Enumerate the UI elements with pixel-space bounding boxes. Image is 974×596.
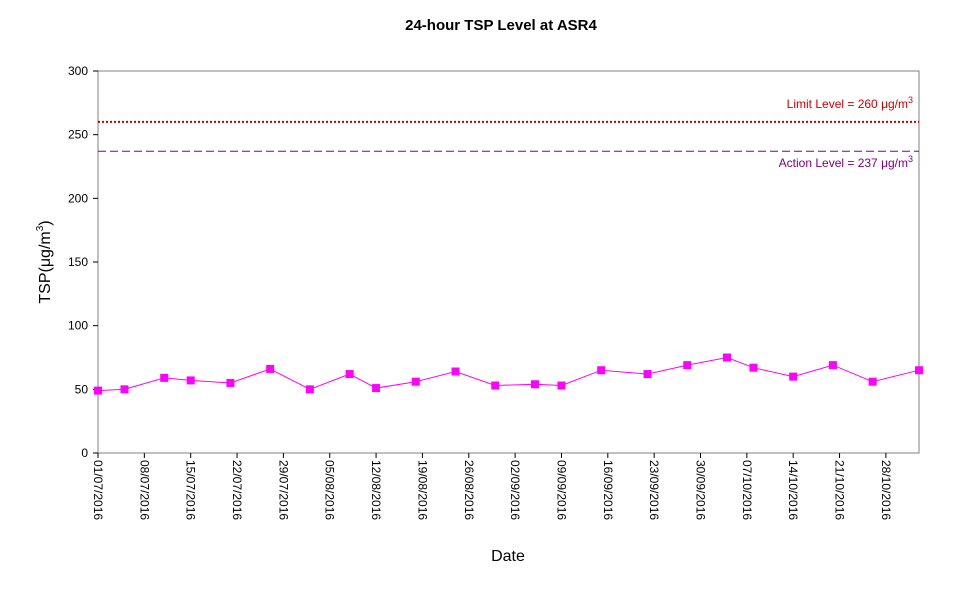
- data-point-marker: [530, 380, 539, 389]
- data-point-marker: [491, 381, 500, 390]
- y-axis-label-close: ): [37, 220, 54, 225]
- y-axis-label: TSP(μg/m3): [35, 220, 54, 303]
- y-axis-label-main: TSP(: [37, 267, 54, 304]
- data-point-marker: [789, 372, 798, 381]
- x-tick-label: 30/09/2016: [694, 460, 708, 520]
- x-tick-label: 22/07/2016: [230, 460, 244, 520]
- y-axis-label-unit: μg/m: [37, 231, 54, 267]
- x-tick-label: 14/10/2016: [786, 460, 800, 520]
- plot-area: [97, 70, 920, 454]
- x-axis: 01/07/2016 08/07/2016 15/07/2016 22/07/2016…: [91, 453, 893, 520]
- y-tick-label: 50: [75, 382, 89, 396]
- x-tick-label: 07/10/2016: [740, 460, 754, 520]
- x-tick-label: 16/09/2016: [601, 460, 615, 520]
- action-level-label: Action Level = 237 μg/m3: [779, 154, 913, 170]
- x-tick-label: 02/09/2016: [508, 460, 522, 520]
- y-tick-label: 100: [68, 319, 88, 333]
- ref-label-sup: 3: [908, 154, 913, 164]
- ref-label-unit: μg/m: [881, 156, 908, 170]
- data-point-marker: [186, 376, 195, 385]
- data-point-marker: [305, 385, 314, 394]
- y-axis-label-sup: 3: [35, 225, 46, 231]
- y-tick-label: 150: [68, 255, 88, 269]
- x-tick-label: 23/09/2016: [647, 460, 661, 520]
- data-point-marker: [372, 384, 381, 393]
- chart-title: 24-hour TSP Level at ASR4: [405, 17, 597, 34]
- x-tick-label: 09/09/2016: [554, 460, 568, 520]
- data-point-marker: [160, 373, 169, 382]
- data-point-marker: [226, 378, 235, 387]
- x-tick-label: 21/10/2016: [833, 460, 847, 520]
- data-point-marker: [722, 353, 731, 362]
- data-point-marker: [266, 364, 275, 373]
- ref-label-text: Limit Level = 260: [787, 97, 881, 111]
- x-tick-label: 28/10/2016: [879, 460, 893, 520]
- y-tick-label: 0: [81, 446, 88, 460]
- limit-level-label: Limit Level = 260 μg/m3: [787, 95, 913, 111]
- ref-label-sup: 3: [908, 95, 913, 105]
- data-point-marker: [749, 363, 758, 372]
- x-axis-label: Date: [491, 548, 525, 565]
- data-point-marker: [451, 367, 460, 376]
- y-tick-label: 300: [68, 64, 88, 78]
- data-point-marker: [683, 361, 692, 370]
- x-tick-label: 19/08/2016: [415, 460, 429, 520]
- data-point-marker: [411, 377, 420, 386]
- ref-label-unit: μg/m: [881, 97, 908, 111]
- x-tick-label: 29/07/2016: [276, 460, 290, 520]
- series-layer: [94, 353, 923, 395]
- data-point-marker: [94, 386, 102, 395]
- x-tick-label: 12/08/2016: [369, 460, 383, 520]
- x-tick-label: 01/07/2016: [91, 460, 105, 520]
- data-point-marker: [915, 366, 923, 375]
- x-tick-label: 05/08/2016: [323, 460, 337, 520]
- data-point-marker: [828, 361, 837, 370]
- x-tick-label: 26/08/2016: [462, 460, 476, 520]
- data-point-marker: [643, 370, 652, 379]
- x-tick-label: 08/07/2016: [137, 460, 151, 520]
- data-point-marker: [120, 385, 129, 394]
- data-point-marker: [345, 370, 354, 379]
- y-tick-label: 250: [68, 128, 88, 142]
- data-point-marker: [557, 381, 566, 390]
- ref-label-text: Action Level = 237: [779, 156, 881, 170]
- data-point-marker: [597, 366, 606, 375]
- x-tick-label: 15/07/2016: [184, 460, 198, 520]
- data-point-marker: [868, 377, 877, 386]
- y-tick-label: 200: [68, 191, 88, 205]
- y-axis: 0 50 100 150 200 250 300: [68, 64, 98, 460]
